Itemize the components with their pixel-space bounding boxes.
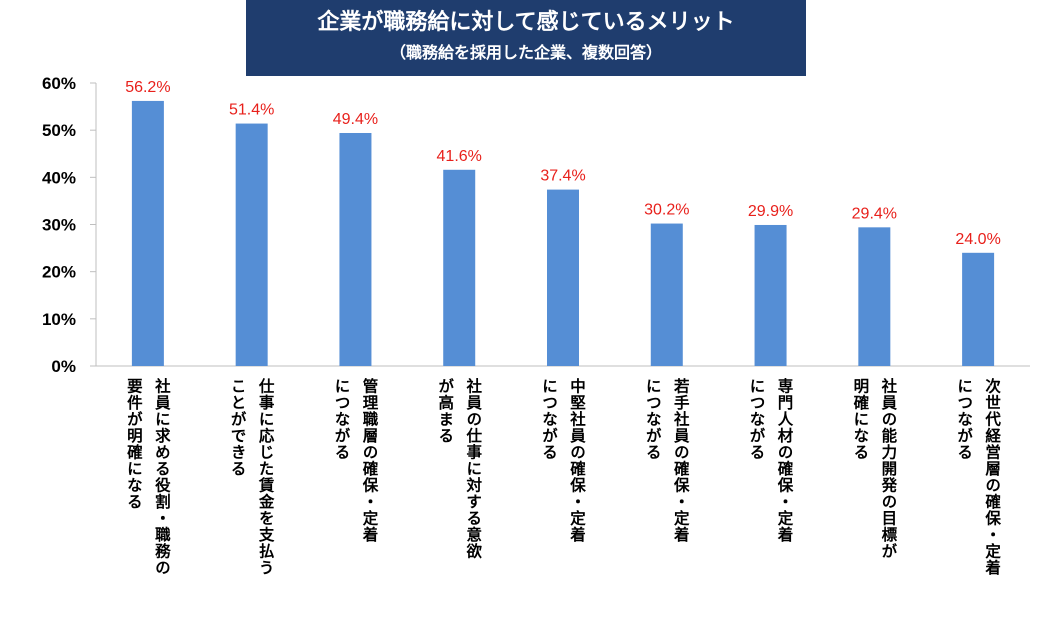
bar bbox=[443, 169, 476, 366]
chart-title: 企業が職務給に対して感じているメリット bbox=[317, 10, 735, 35]
data-label: 30.2% bbox=[644, 202, 689, 219]
bar bbox=[235, 123, 268, 367]
data-label: 24.0% bbox=[955, 231, 1000, 248]
category-label: 中堅社員の確保・定着 につながる bbox=[540, 378, 586, 543]
data-label: 56.2% bbox=[125, 79, 170, 96]
data-label: 29.4% bbox=[852, 205, 897, 222]
bar bbox=[754, 224, 787, 366]
bar bbox=[650, 223, 683, 366]
bar bbox=[131, 100, 164, 366]
y-tick-label: 10% bbox=[42, 310, 76, 329]
y-tick-label: 50% bbox=[42, 121, 76, 140]
category-label: 管理職層の確保・定着 につながる bbox=[332, 378, 379, 543]
data-label: 41.6% bbox=[437, 148, 482, 165]
y-tick-label: 60% bbox=[42, 74, 76, 93]
data-label: 29.9% bbox=[748, 203, 793, 220]
category-label: 若手社員の確保・定着 につながる bbox=[643, 378, 690, 543]
bar bbox=[858, 227, 891, 366]
y-tick-label: 30% bbox=[42, 216, 76, 235]
bar bbox=[962, 252, 995, 366]
bar bbox=[547, 189, 579, 366]
category-label: 仕事に応じた賃金を支払う ことができる bbox=[228, 378, 275, 576]
y-tick-label: 0% bbox=[51, 357, 76, 376]
bar bbox=[339, 132, 372, 366]
data-label: 37.4% bbox=[540, 168, 585, 185]
category-label: 社員の仕事に対する意欲 が高まる bbox=[436, 378, 483, 560]
category-label: 次世代経営層の確保・定着 につながる bbox=[955, 378, 1002, 576]
category-label: 専門人材の確保・定着 につながる bbox=[747, 378, 794, 543]
y-tick-label: 40% bbox=[42, 168, 76, 187]
chart-title-box: 企業が職務給に対して感じているメリット （職務給を採用した企業、複数回答） bbox=[246, 0, 806, 76]
data-label: 51.4% bbox=[229, 102, 274, 119]
data-label: 49.4% bbox=[333, 111, 378, 128]
y-tick-label: 20% bbox=[42, 263, 76, 282]
category-label: 社員に求める役割・職務の 要件が明確になる bbox=[124, 378, 171, 576]
chart-subtitle: （職務給を採用した企業、複数回答） bbox=[389, 43, 662, 62]
category-label: 社員の能力開発の目標が 明確になる bbox=[851, 378, 898, 560]
